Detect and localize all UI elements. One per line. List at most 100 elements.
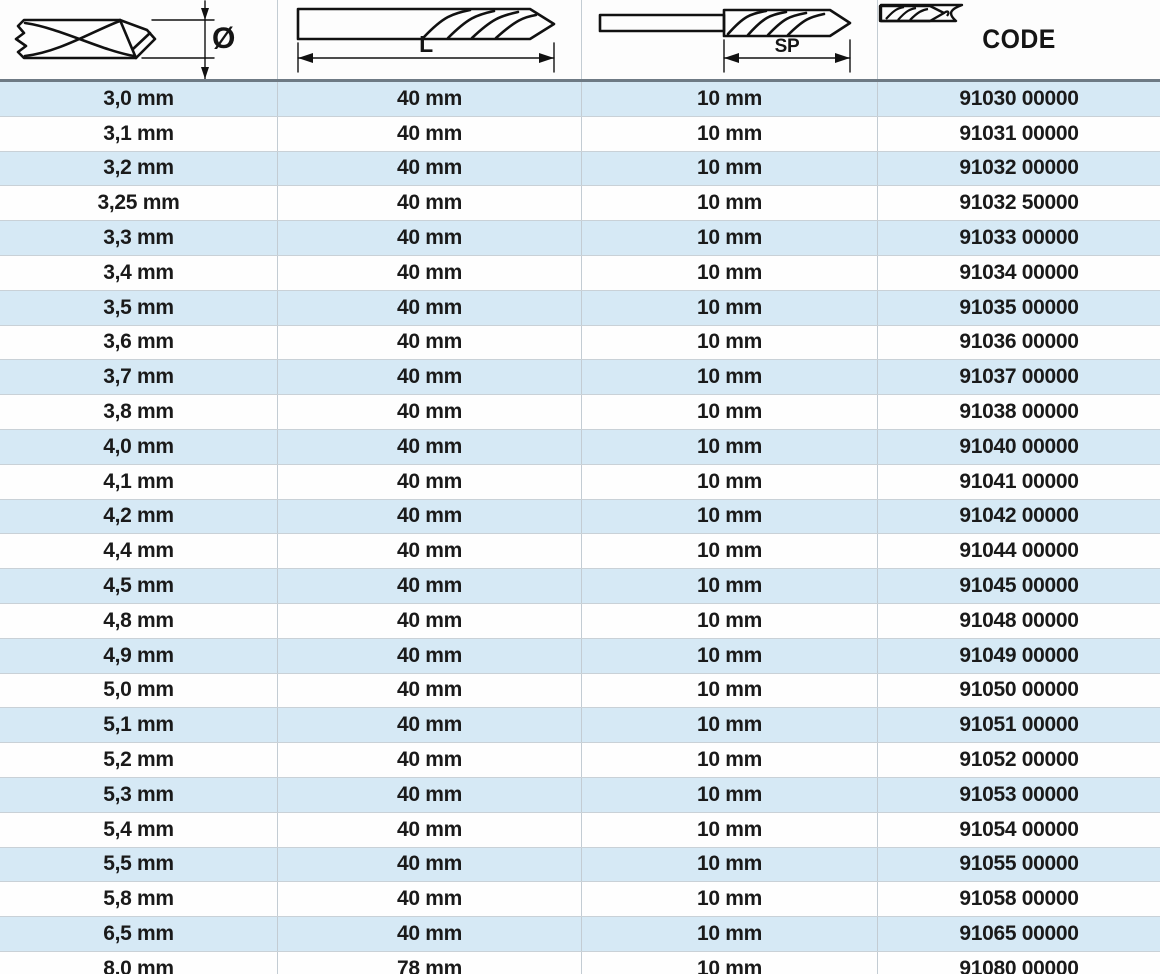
table-row: 4,2 mm 40 mm 10 mm 91042 00000 xyxy=(0,499,1160,535)
length-cell: 40 mm xyxy=(278,186,582,221)
code-cell: 91037 00000 xyxy=(959,365,1079,389)
column-header-diameter: Ø xyxy=(0,0,278,79)
code-cell: 91044 00000 xyxy=(959,539,1079,563)
spiral-cell: 10 mm xyxy=(582,221,878,255)
spiral-cell: 10 mm xyxy=(582,708,878,743)
length-cell: 40 mm xyxy=(278,82,582,116)
diameter-cell: 4,9 mm xyxy=(0,638,278,673)
code-cell: 91033 00000 xyxy=(959,226,1079,250)
length-column-label: L xyxy=(419,31,433,57)
code-cell: 91048 00000 xyxy=(959,608,1079,632)
table-row: 5,4 mm 40 mm 10 mm 91054 00000 xyxy=(0,812,1160,848)
table-row: 3,3 mm 40 mm 10 mm 91033 00000 xyxy=(0,221,1160,256)
table-row: 5,2 mm 40 mm 10 mm 91052 00000 xyxy=(0,743,1160,778)
length-cell: 40 mm xyxy=(278,917,582,951)
table-row: 3,4 mm 40 mm 10 mm 91034 00000 xyxy=(0,255,1160,291)
diameter-cell: 5,5 mm xyxy=(0,847,278,882)
length-cell: 40 mm xyxy=(278,673,582,708)
column-header-spiral: SP xyxy=(582,0,878,79)
diameter-cell: 4,8 mm xyxy=(0,603,278,638)
table-row: 5,3 mm 40 mm 10 mm 91053 00000 xyxy=(0,777,1160,813)
spiral-cell: 10 mm xyxy=(582,847,878,882)
code-cell: 91032 50000 xyxy=(959,191,1079,215)
length-cell: 40 mm xyxy=(278,534,582,569)
spiral-cell: 10 mm xyxy=(582,569,878,603)
spiral-cell: 10 mm xyxy=(582,812,878,847)
diameter-cell: 5,1 mm xyxy=(0,708,278,743)
code-cell: 91032 00000 xyxy=(959,156,1079,180)
spiral-cell: 10 mm xyxy=(582,255,878,290)
diameter-cell: 5,3 mm xyxy=(0,777,278,812)
diameter-cell: 4,1 mm xyxy=(0,464,278,499)
column-header-code: CODE xyxy=(878,0,1160,79)
spiral-cell: 10 mm xyxy=(582,464,878,499)
code-cell: 91038 00000 xyxy=(959,400,1079,424)
code-cell: 91054 00000 xyxy=(959,817,1079,841)
code-cell: 91058 00000 xyxy=(959,887,1079,911)
spiral-cell: 10 mm xyxy=(582,743,878,777)
table-row: 3,25 mm 40 mm 10 mm 91032 50000 xyxy=(0,186,1160,222)
spiral-cell: 10 mm xyxy=(582,116,878,151)
diameter-cell: 3,5 mm xyxy=(0,290,278,325)
length-cell: 40 mm xyxy=(278,429,582,464)
spiral-cell: 10 mm xyxy=(582,638,878,673)
diameter-cell: 3,1 mm xyxy=(0,116,278,151)
diameter-cell: 4,2 mm xyxy=(0,499,278,534)
diameter-cell: 3,0 mm xyxy=(0,82,278,116)
table-row: 3,2 mm 40 mm 10 mm 91032 00000 xyxy=(0,151,1160,187)
length-cell: 40 mm xyxy=(278,395,582,429)
table-row: 5,1 mm 40 mm 10 mm 91051 00000 xyxy=(0,708,1160,744)
drill-flutes-icon xyxy=(878,4,950,23)
table-header: Ø L xyxy=(0,0,1160,82)
code-cell: 91045 00000 xyxy=(959,574,1079,598)
length-cell: 40 mm xyxy=(278,603,582,638)
length-cell: 40 mm xyxy=(278,464,582,499)
length-cell: 40 mm xyxy=(278,151,582,186)
spiral-cell: 10 mm xyxy=(582,290,878,325)
code-cell: 91055 00000 xyxy=(959,852,1079,876)
code-cell: 91034 00000 xyxy=(959,260,1079,284)
length-cell: 40 mm xyxy=(278,221,582,255)
table-row: 6,5 mm 40 mm 10 mm 91065 00000 xyxy=(0,917,1160,952)
table-row: 3,0 mm 40 mm 10 mm 91030 00000 xyxy=(0,82,1160,117)
length-cell: 40 mm xyxy=(278,847,582,882)
table-row: 4,8 mm 40 mm 10 mm 91048 00000 xyxy=(0,603,1160,639)
spiral-cell: 10 mm xyxy=(582,777,878,812)
diameter-cell: 3,25 mm xyxy=(0,186,278,221)
table-body: 3,0 mm 40 mm 10 mm 91030 00000 3,1 mm 40… xyxy=(0,82,1160,974)
length-cell: 40 mm xyxy=(278,812,582,847)
spiral-cell: 10 mm xyxy=(582,917,878,951)
diameter-cell: 8,0 mm xyxy=(0,951,278,974)
spiral-cell: 10 mm xyxy=(582,499,878,534)
table-row: 4,4 mm 40 mm 10 mm 91044 00000 xyxy=(0,534,1160,570)
spiral-cell: 10 mm xyxy=(582,673,878,708)
length-cell: 40 mm xyxy=(278,255,582,290)
length-cell: 40 mm xyxy=(278,499,582,534)
code-cell: 91051 00000 xyxy=(959,713,1079,737)
code-cell: 91052 00000 xyxy=(959,748,1079,772)
length-cell: 40 mm xyxy=(278,743,582,777)
code-cell: 91036 00000 xyxy=(959,330,1079,354)
diameter-cell: 3,3 mm xyxy=(0,221,278,255)
drill-overall-length-diagram-icon xyxy=(296,7,556,73)
code-cell: 91041 00000 xyxy=(959,469,1079,493)
length-cell: 40 mm xyxy=(278,360,582,395)
diameter-cell: 5,2 mm xyxy=(0,743,278,777)
code-cell: 91030 00000 xyxy=(959,86,1079,110)
code-cell: 91053 00000 xyxy=(959,782,1079,806)
diameter-cell: 3,6 mm xyxy=(0,325,278,360)
diameter-cell: 3,4 mm xyxy=(0,255,278,290)
length-cell: 40 mm xyxy=(278,116,582,151)
code-cell: 91080 00000 xyxy=(959,956,1079,974)
table-row: 3,6 mm 40 mm 10 mm 91036 00000 xyxy=(0,325,1160,361)
diameter-cell: 4,5 mm xyxy=(0,569,278,603)
length-cell: 40 mm xyxy=(278,290,582,325)
diameter-cell: 3,7 mm xyxy=(0,360,278,395)
code-cell: 91042 00000 xyxy=(959,504,1079,528)
spiral-cell: 10 mm xyxy=(582,603,878,638)
drill-shank-icon xyxy=(879,3,964,23)
drill-tip-diameter-diagram-icon xyxy=(14,0,215,79)
diameter-cell: 4,4 mm xyxy=(0,534,278,569)
table-row: 4,1 mm 40 mm 10 mm 91041 00000 xyxy=(0,464,1160,500)
